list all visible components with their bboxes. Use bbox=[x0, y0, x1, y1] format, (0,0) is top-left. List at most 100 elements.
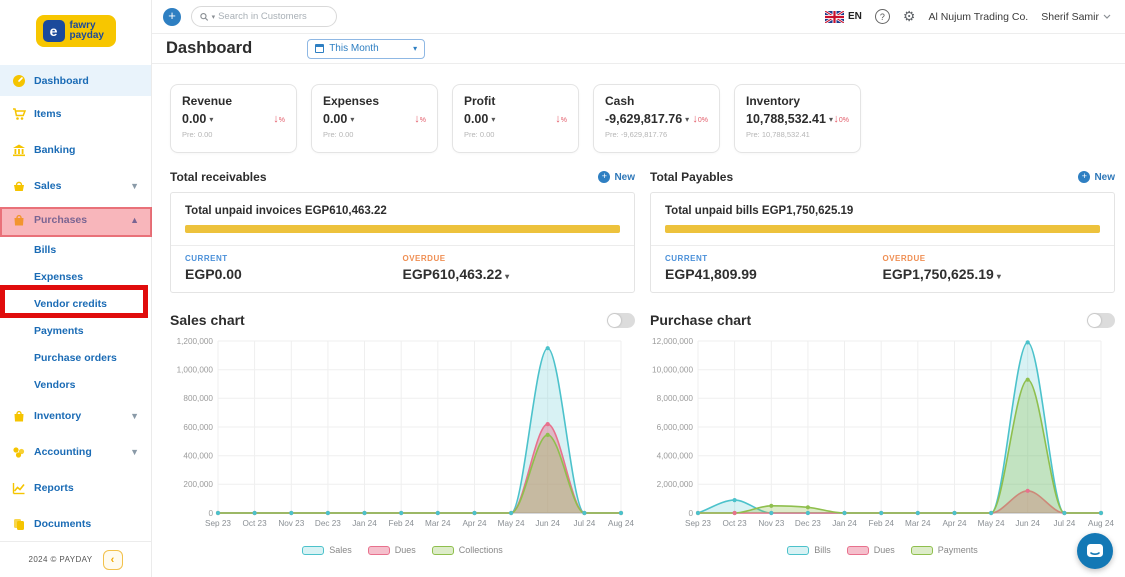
legend-item[interactable]: Payments bbox=[911, 545, 978, 555]
kpi-value[interactable]: 10,788,532.41 bbox=[746, 112, 826, 126]
svg-text:Sep 23: Sep 23 bbox=[685, 519, 711, 528]
svg-text:10,000,000: 10,000,000 bbox=[652, 366, 693, 375]
legend-label: Bills bbox=[814, 545, 831, 555]
kpi-title: Inventory bbox=[746, 94, 849, 108]
svg-text:800,000: 800,000 bbox=[183, 394, 213, 403]
legend-item[interactable]: Sales bbox=[302, 545, 352, 555]
sales-chart-toggle[interactable] bbox=[607, 313, 635, 328]
quick-add-button[interactable]: + bbox=[163, 8, 181, 26]
sidebar-item-inventory[interactable]: Inventory ▼ bbox=[0, 398, 151, 434]
kpi-delta-down: ↓% bbox=[414, 113, 426, 125]
sidebar-item-sales[interactable]: Sales ▼ bbox=[0, 168, 151, 204]
kpi-value[interactable]: -9,629,817.76 bbox=[605, 112, 682, 126]
main-area: + ▾ EN ? ⚙ Al Nujum Trading Co. bbox=[152, 0, 1125, 577]
sidebar-collapse-button[interactable]: ‹ bbox=[103, 550, 123, 570]
sales-chart-legend: Sales Dues Collections bbox=[170, 545, 635, 555]
sidebar-item-payments[interactable]: Payments bbox=[0, 317, 151, 344]
sidebar-item-label: Purchases bbox=[34, 214, 87, 226]
overdue-label: OVERDUE bbox=[883, 254, 1101, 263]
search-input[interactable] bbox=[218, 11, 328, 22]
kpi-value[interactable]: 0.00 bbox=[182, 112, 206, 126]
user-name: Sherif Samir bbox=[1041, 11, 1099, 23]
language-selector[interactable]: EN bbox=[825, 11, 862, 23]
svg-text:Feb 24: Feb 24 bbox=[868, 519, 894, 528]
sidebar-item-vendors[interactable]: Vendors bbox=[0, 371, 151, 398]
svg-text:Jan 24: Jan 24 bbox=[832, 519, 857, 528]
chevron-down-icon bbox=[1103, 14, 1111, 19]
kpi-title: Expenses bbox=[323, 94, 426, 108]
chart-title: Purchase chart bbox=[650, 312, 751, 328]
kpi-delta-down: ↓% bbox=[273, 113, 285, 125]
period-select[interactable]: This Month ▾ bbox=[307, 39, 425, 59]
purchase-chart-section: Purchase chart 02,000,0004,000,0006,000,… bbox=[650, 309, 1115, 555]
sidebar-item-vendor-credits[interactable]: Vendor credits bbox=[0, 290, 151, 317]
legend-item[interactable]: Bills bbox=[787, 545, 831, 555]
svg-text:Oct 23: Oct 23 bbox=[723, 519, 748, 528]
sidebar-item-label: Items bbox=[34, 108, 61, 120]
chevron-down-icon[interactable]: ▾ bbox=[209, 115, 213, 124]
svg-text:0: 0 bbox=[208, 509, 213, 518]
sidebar-item-banking[interactable]: Banking bbox=[0, 132, 151, 168]
sidebar-item-documents[interactable]: Documents bbox=[0, 506, 151, 542]
legend-swatch bbox=[302, 546, 324, 555]
svg-text:600,000: 600,000 bbox=[183, 423, 213, 432]
sidebar-item-label: Dashboard bbox=[34, 75, 89, 87]
sidebar-item-expenses[interactable]: Expenses bbox=[0, 263, 151, 290]
purchase-chart-legend: Bills Dues Payments bbox=[650, 545, 1115, 555]
chevron-down-icon[interactable]: ▾ bbox=[829, 115, 833, 124]
sales-chart: 0200,000400,000600,000800,0001,000,0001,… bbox=[170, 331, 635, 543]
help-icon[interactable]: ? bbox=[875, 9, 890, 24]
kpi-delta-down: ↓% bbox=[555, 113, 567, 125]
legend-label: Dues bbox=[395, 545, 416, 555]
user-menu[interactable]: Sherif Samir bbox=[1041, 11, 1111, 23]
sidebar-item-purchase-orders[interactable]: Purchase orders bbox=[0, 344, 151, 371]
kpi-value[interactable]: 0.00 bbox=[323, 112, 347, 126]
chevron-down-icon: ▼ bbox=[130, 181, 139, 191]
gear-icon[interactable]: ⚙ bbox=[903, 8, 916, 25]
bank-icon bbox=[12, 143, 26, 157]
sidebar-item-reports[interactable]: Reports bbox=[0, 470, 151, 506]
kpi-title: Profit bbox=[464, 94, 567, 108]
legend-swatch bbox=[847, 546, 869, 555]
dashboard-gauge-icon bbox=[12, 74, 26, 88]
sidebar-item-bills[interactable]: Bills bbox=[0, 236, 151, 263]
svg-text:Apr 24: Apr 24 bbox=[462, 519, 487, 528]
sidebar-item-items[interactable]: Items bbox=[0, 96, 151, 132]
calendar-icon bbox=[315, 44, 324, 53]
chat-widget-button[interactable] bbox=[1077, 533, 1113, 569]
sidebar-item-label: Reports bbox=[34, 482, 74, 494]
svg-text:Jun 24: Jun 24 bbox=[535, 519, 560, 528]
legend-label: Payments bbox=[938, 545, 978, 555]
company-name[interactable]: Al Nujum Trading Co. bbox=[928, 11, 1028, 23]
overdue-value[interactable]: EGP1,750,625.19▾ bbox=[883, 266, 1101, 282]
svg-text:Dec 23: Dec 23 bbox=[795, 519, 821, 528]
overdue-value[interactable]: EGP610,463.22▾ bbox=[403, 266, 621, 282]
sidebar-item-label: Sales bbox=[34, 180, 61, 192]
current-label: CURRENT bbox=[185, 254, 403, 263]
new-receivable-button[interactable]: + New bbox=[598, 171, 635, 183]
kpi-card-expenses: Expenses 0.00 ▾ ↓% Pre: 0.00 bbox=[311, 84, 438, 153]
svg-text:Dec 23: Dec 23 bbox=[315, 519, 341, 528]
chevron-down-icon: ▾ bbox=[413, 44, 417, 53]
app-logo[interactable]: e fawry payday bbox=[36, 15, 116, 47]
chat-icon bbox=[1086, 543, 1104, 559]
new-payable-button[interactable]: + New bbox=[1078, 171, 1115, 183]
purchase-chart-toggle[interactable] bbox=[1087, 313, 1115, 328]
sidebar-item-accounting[interactable]: Accounting ▼ bbox=[0, 434, 151, 470]
bag-icon bbox=[12, 409, 26, 423]
kpi-value[interactable]: 0.00 bbox=[464, 112, 488, 126]
unpaid-bills-summary: Total unpaid bills EGP1,750,625.19 bbox=[665, 205, 1100, 217]
chevron-down-icon[interactable]: ▾ bbox=[491, 115, 495, 124]
legend-item[interactable]: Dues bbox=[847, 545, 895, 555]
chevron-down-icon[interactable]: ▾ bbox=[685, 115, 689, 124]
kpi-card-revenue: Revenue 0.00 ▾ ↓% Pre: 0.00 bbox=[170, 84, 297, 153]
search-scope-caret-icon[interactable]: ▾ bbox=[212, 13, 216, 21]
sidebar-item-dashboard[interactable]: Dashboard bbox=[0, 65, 151, 96]
global-search[interactable]: ▾ bbox=[191, 6, 337, 27]
payables-panel: Total unpaid bills EGP1,750,625.19 CURRE… bbox=[650, 192, 1115, 293]
svg-text:400,000: 400,000 bbox=[183, 452, 213, 461]
legend-item[interactable]: Dues bbox=[368, 545, 416, 555]
sidebar-item-purchases[interactable]: Purchases ▲ bbox=[0, 204, 151, 236]
legend-item[interactable]: Collections bbox=[432, 545, 503, 555]
chevron-down-icon[interactable]: ▾ bbox=[350, 115, 354, 124]
